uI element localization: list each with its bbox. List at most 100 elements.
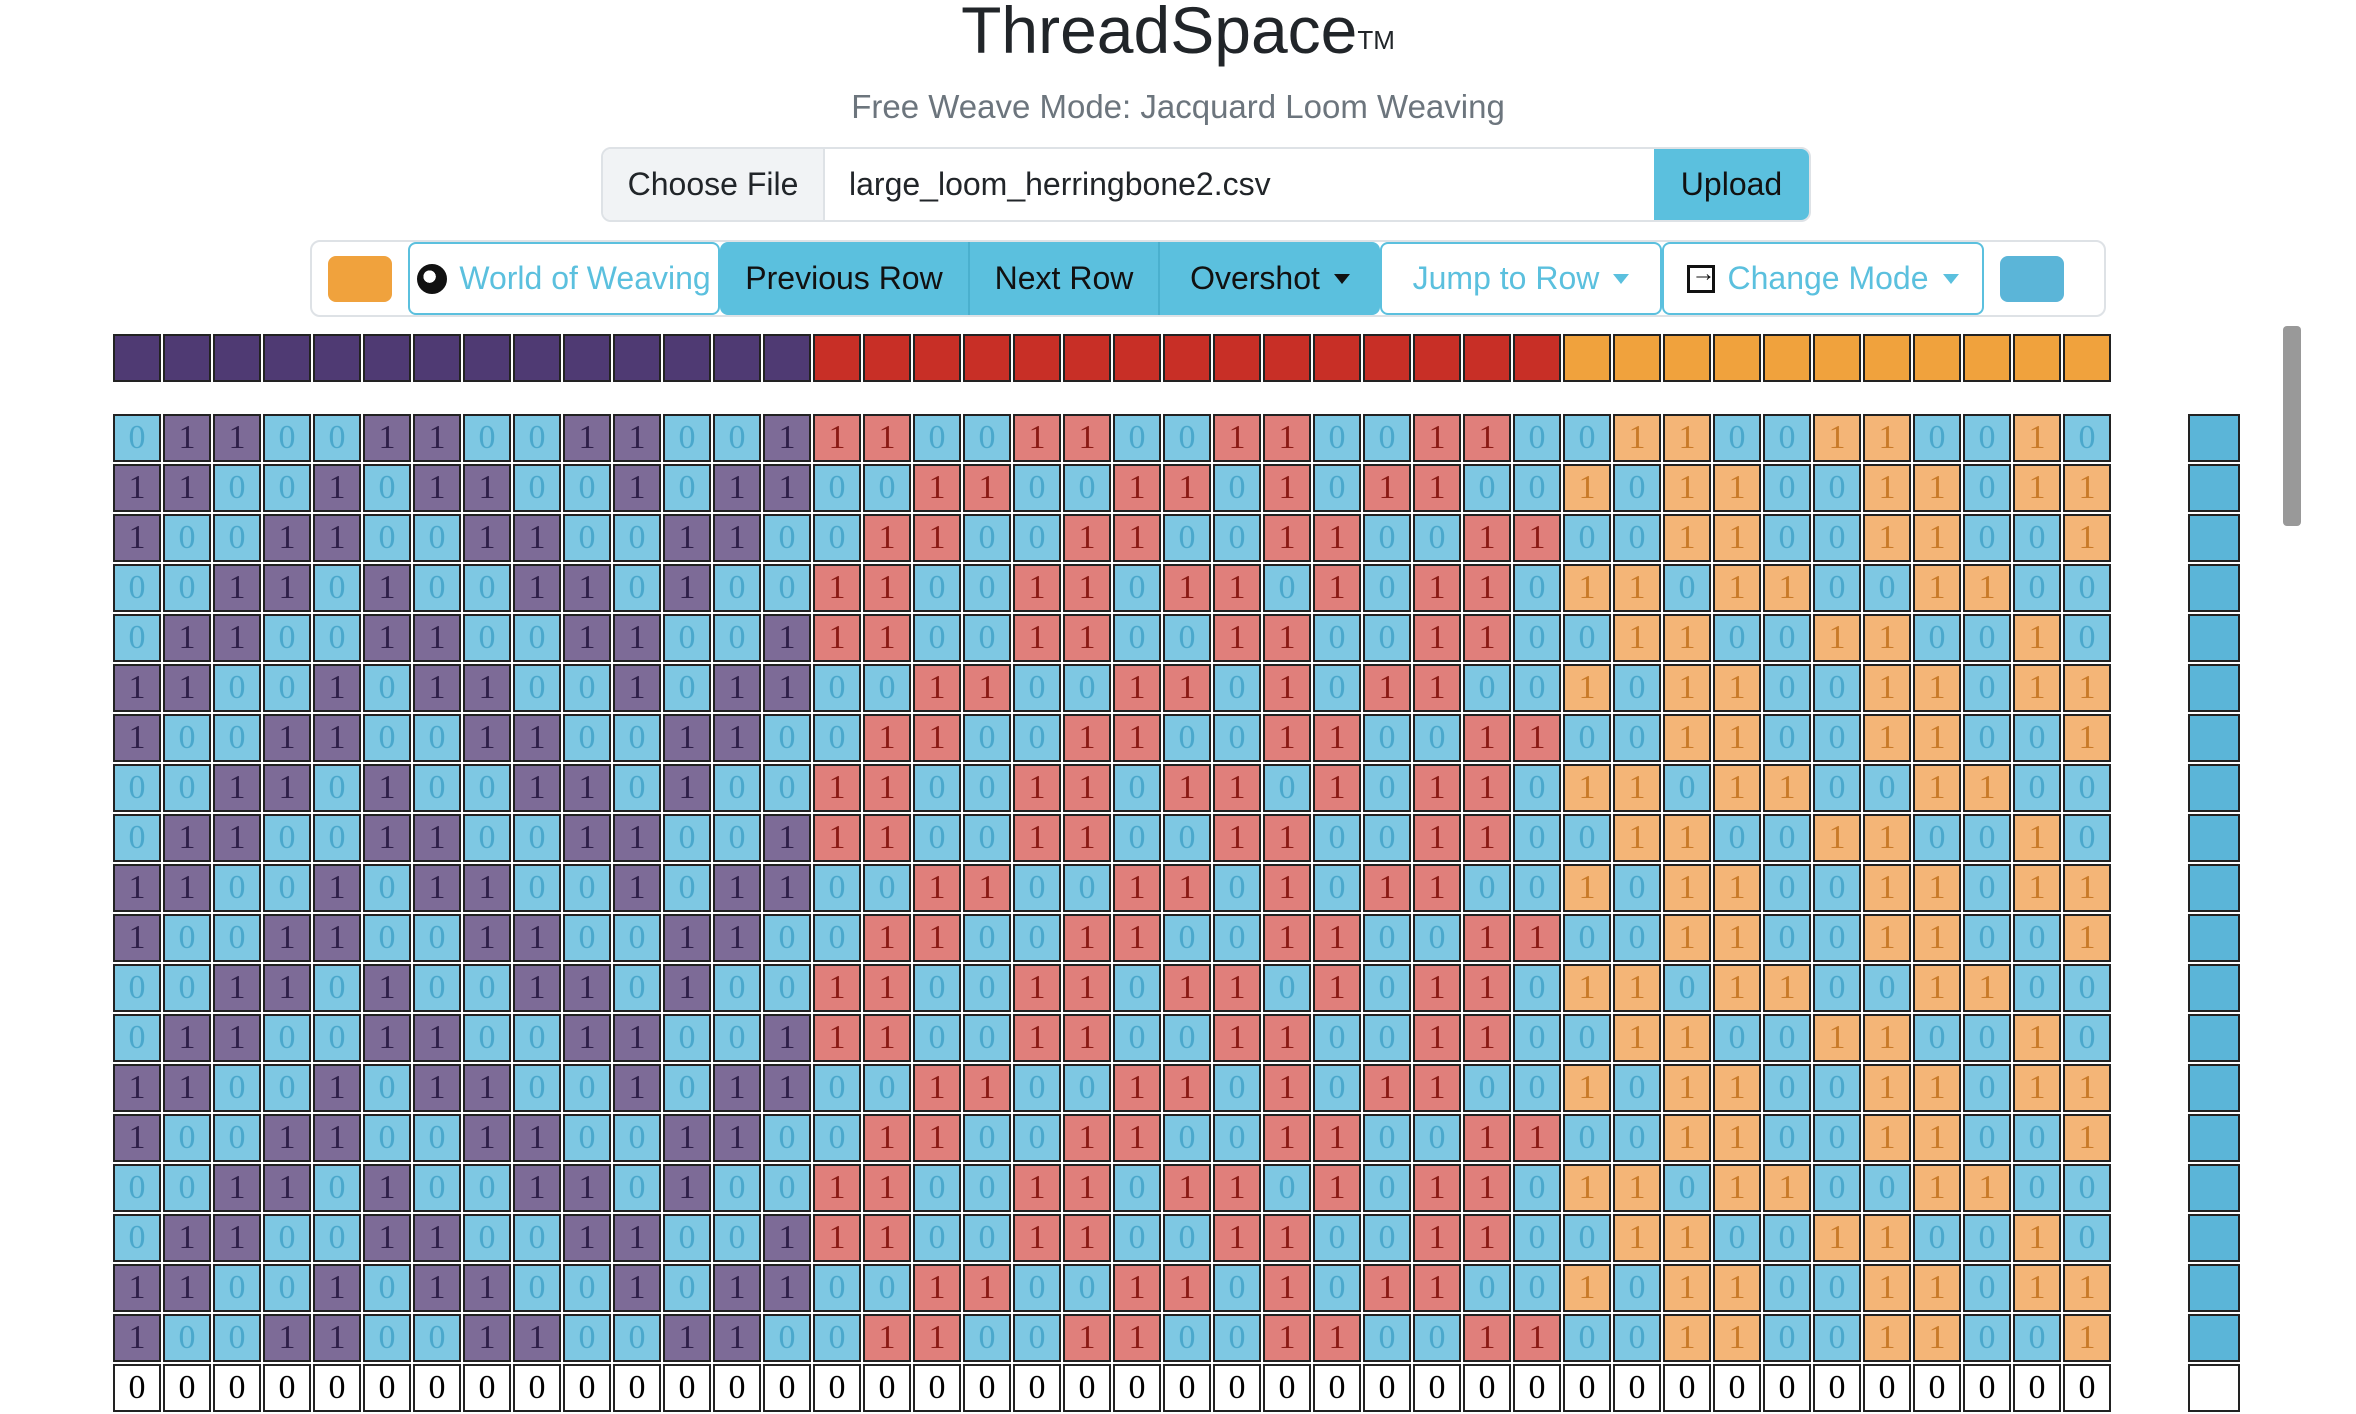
weave-cell[interactable]: 0 — [1963, 914, 2011, 962]
weave-cell[interactable]: 0 — [813, 914, 861, 962]
weave-cell[interactable]: 1 — [1113, 1114, 1161, 1162]
weave-cell[interactable]: 1 — [813, 764, 861, 812]
weave-cell[interactable]: 1 — [1563, 1164, 1611, 1212]
warp-color-cell[interactable] — [2063, 334, 2111, 382]
weave-cell[interactable]: 0 — [1463, 1064, 1511, 1112]
weave-cell[interactable]: 1 — [363, 1214, 411, 1262]
weave-cell[interactable]: 1 — [563, 1214, 611, 1262]
weave-cell[interactable]: 0 — [513, 1214, 561, 1262]
weave-cell[interactable]: 0 — [1363, 514, 1411, 562]
weave-cell[interactable]: 0 — [313, 564, 361, 612]
weave-cell[interactable]: 0 — [913, 414, 961, 462]
weave-cell[interactable]: 1 — [1163, 564, 1211, 612]
weave-cell[interactable]: 0 — [1963, 414, 2011, 462]
warp-color-cell[interactable] — [463, 334, 511, 382]
weave-cell[interactable]: 1 — [1763, 764, 1811, 812]
weave-cell[interactable]: 1 — [1563, 464, 1611, 512]
weave-cell[interactable]: 0 — [1113, 414, 1161, 462]
weave-cell[interactable]: 0 — [1013, 714, 1061, 762]
weave-cell[interactable]: 0 — [363, 1064, 411, 1112]
row-input-cell[interactable]: 0 — [1513, 1364, 1561, 1412]
weave-cell[interactable]: 0 — [863, 664, 911, 712]
weave-cell[interactable]: 0 — [1813, 964, 1861, 1012]
weave-cell[interactable]: 1 — [1663, 414, 1711, 462]
weave-cell[interactable]: 0 — [813, 464, 861, 512]
weave-cell[interactable]: 0 — [1763, 714, 1811, 762]
weave-cell[interactable]: 1 — [1413, 1164, 1461, 1212]
weave-cell[interactable]: 1 — [113, 1314, 161, 1362]
weave-cell[interactable]: 1 — [1663, 814, 1711, 862]
weave-cell[interactable]: 1 — [1163, 864, 1211, 912]
weave-cell[interactable]: 1 — [2063, 914, 2111, 962]
weave-cell[interactable]: 0 — [1763, 914, 1811, 962]
weave-cell[interactable]: 1 — [563, 564, 611, 612]
weave-cell[interactable]: 0 — [1213, 1264, 1261, 1312]
weave-cell[interactable]: 1 — [313, 1314, 361, 1362]
weave-cell[interactable]: 1 — [1613, 1014, 1661, 1062]
weave-cell[interactable]: 0 — [1113, 764, 1161, 812]
weave-cell[interactable]: 0 — [1313, 1264, 1361, 1312]
weave-cell[interactable]: 0 — [213, 1264, 261, 1312]
weave-cell[interactable]: 1 — [1713, 914, 1761, 962]
weave-cell[interactable]: 1 — [1413, 764, 1461, 812]
weave-cell[interactable]: 1 — [1113, 714, 1161, 762]
weave-cell[interactable]: 1 — [963, 664, 1011, 712]
weave-cell[interactable]: 1 — [313, 714, 361, 762]
weave-cell[interactable]: 1 — [1263, 914, 1311, 962]
weave-cell[interactable]: 1 — [963, 1064, 1011, 1112]
weave-cell[interactable]: 1 — [1413, 1214, 1461, 1262]
weave-cell[interactable]: 0 — [2063, 614, 2111, 662]
row-input-cell[interactable]: 0 — [1863, 1364, 1911, 1412]
weave-cell[interactable]: 0 — [163, 1314, 211, 1362]
weave-cell[interactable]: 0 — [963, 514, 1011, 562]
weave-cell[interactable]: 0 — [1113, 1214, 1161, 1262]
weave-cell[interactable]: 0 — [1963, 714, 2011, 762]
weave-cell[interactable]: 1 — [513, 1164, 561, 1212]
weave-cell[interactable]: 0 — [1013, 914, 1061, 962]
weave-cell[interactable]: 1 — [913, 1064, 961, 1112]
weave-cell[interactable]: 0 — [1513, 964, 1561, 1012]
warp-color-cell[interactable] — [663, 334, 711, 382]
weave-cell[interactable]: 0 — [413, 914, 461, 962]
weave-cell[interactable]: 1 — [1963, 1164, 2011, 1212]
weave-cell[interactable]: 1 — [313, 514, 361, 562]
weave-cell[interactable]: 1 — [913, 914, 961, 962]
weave-cell[interactable]: 0 — [1363, 564, 1411, 612]
weave-cell[interactable]: 1 — [1413, 814, 1461, 862]
weave-cell[interactable]: 1 — [863, 964, 911, 1012]
weave-cell[interactable]: 1 — [1763, 1164, 1811, 1212]
weave-cell[interactable]: 0 — [963, 1314, 1011, 1362]
weave-cell[interactable]: 0 — [663, 614, 711, 662]
weave-cell[interactable]: 0 — [1763, 464, 1811, 512]
weave-cell[interactable]: 1 — [713, 1064, 761, 1112]
weave-cell[interactable]: 1 — [2013, 1214, 2061, 1262]
weave-cell[interactable]: 0 — [913, 564, 961, 612]
weave-cell[interactable]: 1 — [763, 1064, 811, 1112]
weave-cell[interactable]: 0 — [613, 964, 661, 1012]
weave-cell[interactable]: 0 — [363, 864, 411, 912]
weave-cell[interactable]: 0 — [513, 1014, 561, 1062]
weave-cell[interactable]: 1 — [1063, 764, 1111, 812]
weave-cell[interactable]: 1 — [1863, 914, 1911, 962]
weave-cell[interactable]: 1 — [413, 814, 461, 862]
weave-cell[interactable]: 1 — [663, 564, 711, 612]
weave-cell[interactable]: 1 — [1313, 1314, 1361, 1362]
warp-color-cell[interactable] — [363, 334, 411, 382]
weave-cell[interactable]: 1 — [1613, 814, 1661, 862]
weave-cell[interactable]: 1 — [1263, 1214, 1311, 1262]
weave-cell[interactable]: 1 — [1863, 864, 1911, 912]
row-input-cell[interactable]: 0 — [1463, 1364, 1511, 1412]
weave-cell[interactable]: 0 — [313, 1164, 361, 1212]
weave-cell[interactable]: 1 — [1463, 814, 1511, 862]
scrollbar-thumb[interactable] — [2283, 326, 2301, 526]
warp-color-cell[interactable] — [813, 334, 861, 382]
weave-cell[interactable]: 1 — [1913, 664, 1961, 712]
weave-cell[interactable]: 1 — [2013, 614, 2061, 662]
weave-cell[interactable]: 0 — [813, 1264, 861, 1312]
weave-cell[interactable]: 1 — [1813, 814, 1861, 862]
weave-cell[interactable]: 1 — [1663, 464, 1711, 512]
row-input-cell[interactable]: 0 — [1563, 1364, 1611, 1412]
weave-cell[interactable]: 1 — [1463, 564, 1511, 612]
weave-cell[interactable]: 1 — [1913, 464, 1961, 512]
row-input-cell[interactable]: 0 — [1213, 1364, 1261, 1412]
